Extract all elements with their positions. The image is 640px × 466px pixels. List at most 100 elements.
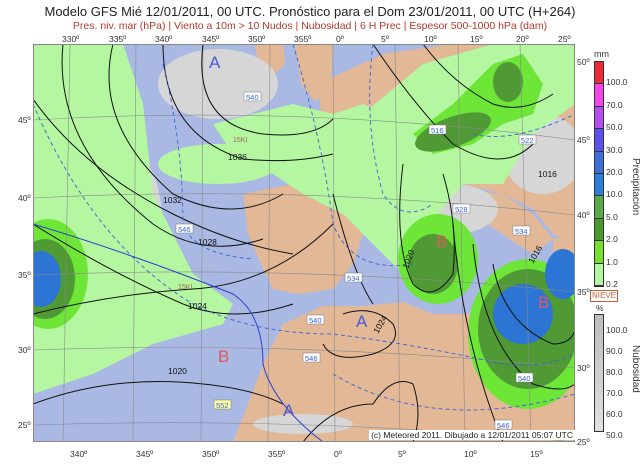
bottom-lon-label: 355º	[268, 449, 286, 459]
precip-scale-label: 20.0	[606, 167, 623, 177]
thickness-line-solid	[33, 223, 324, 442]
precip-scale-segment	[595, 84, 603, 107]
precip-scale-label: 100.0	[606, 77, 628, 88]
top-lon-label: 350º	[248, 34, 266, 44]
low-pressure-center: B	[538, 293, 549, 312]
thickness-label: 522	[521, 136, 534, 145]
precip-scale-label: 5.0	[606, 211, 618, 222]
thickness-labels: 540 546 516 522 528 534 534 540 546 552 …	[175, 91, 537, 430]
thickness-label: 546	[178, 225, 191, 234]
bottom-lon-label: 5º	[398, 449, 406, 459]
left-lat-label: 35º	[18, 270, 31, 280]
precip-scale-label: 2.0	[606, 234, 618, 245]
precip-heavy-area	[493, 62, 523, 102]
precip-scale-label: 1.0	[606, 256, 618, 267]
map-title: Modelo GFS Mié 12/01/2011, 00 UTC. Pronó…	[44, 4, 576, 19]
cloud-scale-label: 50.0	[606, 430, 623, 440]
pressure-centers: A A A B B B	[209, 53, 549, 420]
thickness-label: 540	[518, 374, 531, 383]
precip-scale-segment	[595, 218, 603, 242]
thickness-label: 552	[216, 401, 229, 410]
thickness-label: 540	[309, 316, 322, 325]
precip-scale-segment	[595, 129, 603, 152]
isobar-label: 1028	[198, 237, 217, 247]
precip-scale-segment	[595, 62, 603, 85]
cloud-area	[253, 414, 353, 434]
top-lon-label: 5º	[381, 34, 389, 44]
thickness-label: 528	[455, 205, 468, 214]
top-lon-label: 15º	[470, 34, 483, 44]
cloud-title: Nubosidad	[630, 345, 640, 393]
cloud-unit: %	[596, 303, 604, 313]
high-pressure-center: A	[356, 312, 368, 331]
precip-scale-segment	[595, 196, 603, 219]
cloud-scale-label: 90.0	[606, 346, 623, 356]
low-pressure-center: B	[218, 347, 229, 366]
thickness-label: 534	[515, 227, 528, 236]
top-lon-label: 20º	[516, 34, 529, 44]
precip-scale-label: 70.0	[606, 99, 623, 110]
top-lon-label: 10º	[424, 34, 437, 44]
right-lat-label: 50º	[577, 57, 590, 67]
precip-very-heavy-area	[33, 251, 61, 307]
precip-light-area	[33, 44, 233, 394]
isobar-label: 1032	[163, 195, 182, 205]
land-british-isles	[255, 44, 333, 102]
thickness-label: 540	[246, 93, 259, 102]
top-lon-label: 340º	[155, 34, 173, 44]
precip-scale-label: 0.2	[606, 279, 618, 289]
land-iberia	[243, 184, 363, 294]
precip-title: Precipitación	[630, 158, 640, 216]
map-frame	[33, 44, 575, 442]
left-lat-label: 40º	[18, 193, 31, 203]
precip-color-scale	[594, 61, 604, 287]
precip-very-heavy-area	[493, 284, 553, 344]
isobar-label: 1024	[188, 301, 207, 311]
left-lat-label: 25º	[18, 420, 31, 430]
top-lon-label: 0º	[336, 34, 344, 44]
thickness-label: 534	[347, 274, 360, 283]
cloud-scale-label: 80.0	[606, 367, 623, 377]
bottom-lon-label: 0º	[334, 449, 342, 459]
isobar-label: 1016	[538, 169, 557, 179]
thickness-label: 516	[431, 126, 444, 135]
precip-light-area	[158, 144, 278, 184]
precip-unit: mm	[594, 49, 609, 59]
cloud-scale-label: 70.0	[606, 388, 623, 398]
precip-scale-segment	[595, 263, 603, 287]
thickness-label: 546	[305, 354, 318, 363]
high-pressure-center: A	[209, 53, 221, 72]
precip-very-heavy-area	[545, 249, 575, 299]
precip-scale-segment	[595, 174, 603, 197]
isobar-label: 1020	[168, 366, 187, 376]
graticule	[33, 44, 575, 442]
bottom-lon-label: 350º	[202, 449, 220, 459]
snow-level-label: 15KI	[233, 137, 247, 144]
right-lat-label: 35º	[577, 287, 590, 297]
bottom-lon-label: 10º	[464, 449, 477, 459]
right-lat-label: 30º	[577, 363, 590, 373]
precip-scale-segment	[595, 106, 603, 130]
bottom-lon-label: 340º	[70, 449, 88, 459]
precip-scale-label: 10.0	[606, 189, 623, 200]
precip-scale-segment	[595, 151, 603, 175]
isobar-label: 1036	[228, 152, 247, 162]
top-lon-label: 25º	[558, 34, 571, 44]
right-lat-label: 45º	[577, 135, 590, 145]
forecast-map: 1036 1032 1028 1024 1020 1024 1020 1016 …	[33, 44, 575, 442]
thickness-label: 546	[497, 421, 510, 430]
top-lon-label: 345º	[202, 34, 220, 44]
snow-level-label: 15KI	[178, 284, 192, 291]
low-pressure-center: B	[436, 232, 447, 251]
precip-heavy-area	[415, 112, 491, 152]
cloud-area	[158, 49, 278, 119]
top-lon-label: 355º	[294, 34, 312, 44]
bottom-lon-label: 345º	[136, 449, 154, 459]
left-lat-label: 30º	[18, 345, 31, 355]
right-lat-label: 25º	[577, 437, 590, 447]
cloud-scale-label: 100.0	[606, 325, 628, 335]
cloud-scale-label: 60.0	[606, 409, 623, 419]
top-lon-label: 330º	[62, 34, 80, 44]
precip-scale-label: 50.0	[606, 122, 623, 133]
